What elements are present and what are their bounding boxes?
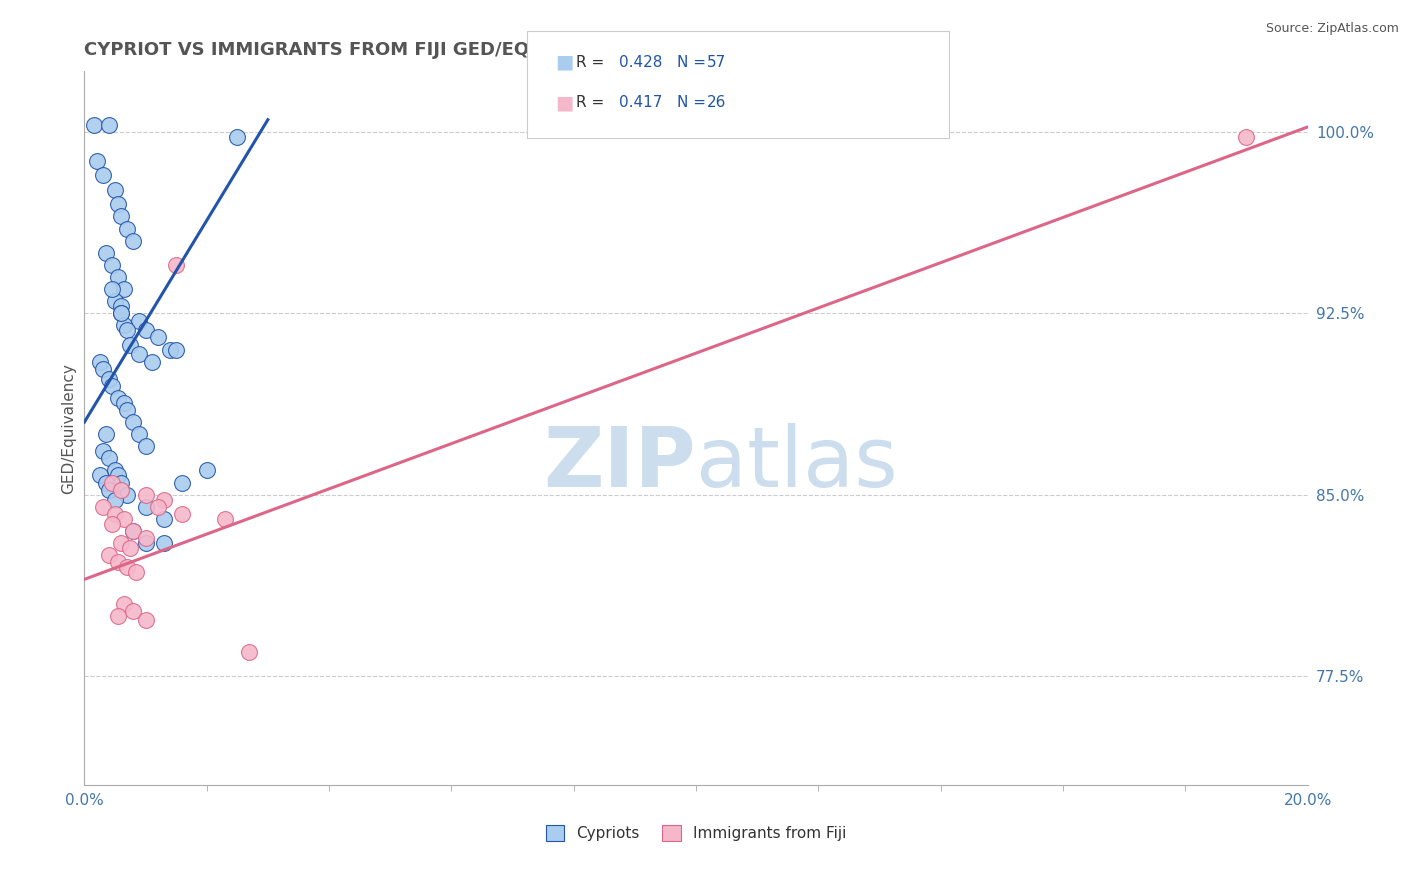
Point [112,597,135,611]
Y-axis label: GED/Equivalency: GED/Equivalency [60,363,76,493]
Point [110,306,132,320]
Point [153,512,176,526]
Point [97,451,120,466]
Point [110,483,132,497]
Text: R =: R = [576,95,610,110]
Point [112,282,135,296]
Point [115,488,138,502]
Point [135,323,157,337]
Point [135,488,157,502]
Point [122,604,145,618]
Point [110,536,132,550]
Text: ■: ■ [555,53,574,72]
Point [165,258,187,272]
Text: ■: ■ [555,93,574,112]
Legend: Cypriots, Immigrants from Fiji: Cypriots, Immigrants from Fiji [538,817,853,848]
Point [122,415,145,429]
Point [97,371,120,385]
Point [89,468,111,483]
Point [122,524,145,538]
Point [89,354,111,368]
Point [115,221,138,235]
Point [214,512,236,526]
Point [101,475,124,490]
Point [91,169,114,183]
Point [83,118,105,132]
Point [135,536,157,550]
Point [97,548,120,562]
Point [91,362,114,376]
Point [135,531,157,545]
Point [104,183,127,197]
Point [172,475,194,490]
Point [226,129,249,144]
Point [120,337,142,351]
Point [128,347,150,361]
Point [101,516,124,531]
Text: CYPRIOT VS IMMIGRANTS FROM FIJI GED/EQUIVALENCY CORRELATION CHART: CYPRIOT VS IMMIGRANTS FROM FIJI GED/EQUI… [84,41,863,59]
Point [135,614,157,628]
Point [159,343,181,357]
Point [115,403,138,417]
Point [104,463,127,477]
Text: 0.428   N =: 0.428 N = [619,55,710,70]
Point [107,468,129,483]
Point [1236,129,1258,144]
Point [107,608,129,623]
Point [107,270,129,285]
Point [107,391,129,405]
Point [101,258,124,272]
Point [86,153,108,168]
Point [104,492,127,507]
Point [115,323,138,337]
Text: Source: ZipAtlas.com: Source: ZipAtlas.com [1265,22,1399,36]
Point [238,645,260,659]
Point [91,444,114,458]
Point [120,541,142,555]
Point [110,210,132,224]
Point [122,524,145,538]
Point [141,354,163,368]
Point [107,556,129,570]
Point [94,427,117,442]
Point [122,234,145,248]
Point [91,500,114,514]
Point [110,306,132,320]
Point [97,118,120,132]
Point [104,507,127,521]
Point [135,500,157,514]
Point [112,512,135,526]
Point [101,282,124,296]
Point [128,313,150,327]
Text: 0.417   N =: 0.417 N = [619,95,710,110]
Point [153,492,176,507]
Point [195,463,218,477]
Point [146,330,169,344]
Text: 57: 57 [707,55,727,70]
Point [104,294,127,309]
Point [112,396,135,410]
Point [153,536,176,550]
Point [94,245,117,260]
Point [165,343,187,357]
Point [146,500,169,514]
Point [110,299,132,313]
Point [107,197,129,211]
Point [125,565,148,579]
Point [97,483,120,497]
Point [115,560,138,574]
Text: atlas: atlas [696,424,897,504]
Point [135,439,157,453]
Point [110,475,132,490]
Text: R =: R = [576,55,610,70]
Point [94,475,117,490]
Point [128,427,150,442]
Text: ZIP: ZIP [544,424,696,504]
Point [101,379,124,393]
Point [172,507,194,521]
Text: 26: 26 [707,95,727,110]
Point [112,318,135,333]
